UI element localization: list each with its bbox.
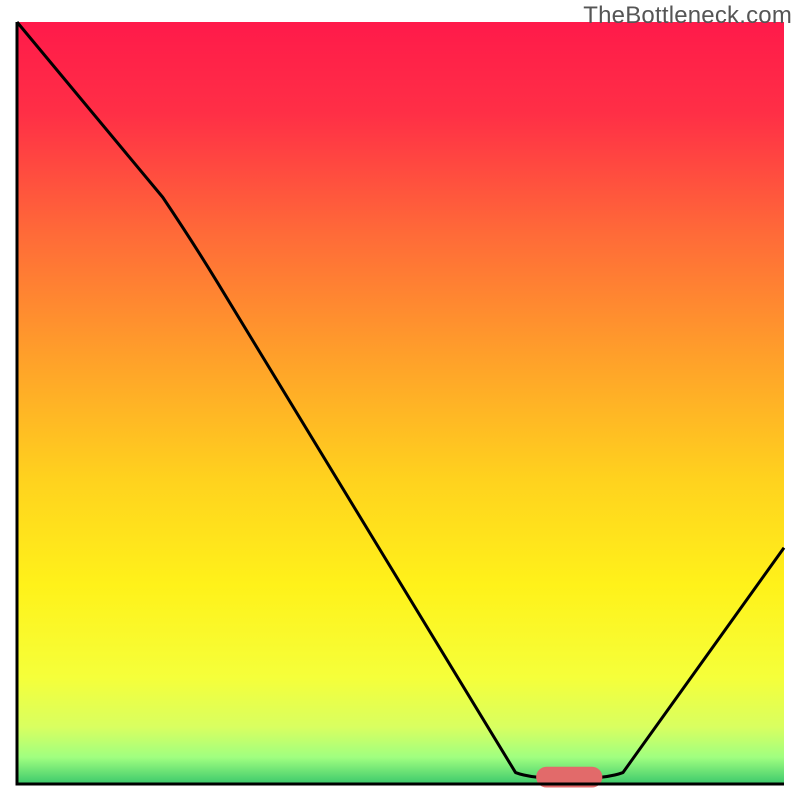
watermark-label: TheBottleneck.com	[583, 2, 792, 30]
chart-canvas	[0, 0, 800, 800]
chart-background	[17, 22, 784, 784]
bottleneck-chart: TheBottleneck.com	[0, 0, 800, 800]
